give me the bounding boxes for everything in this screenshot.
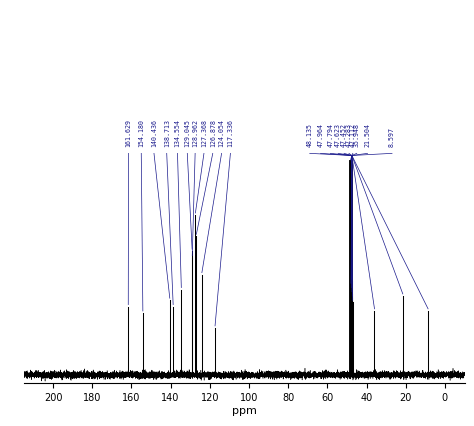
Text: 126.878: 126.878: [210, 119, 216, 147]
Text: 47.452: 47.452: [341, 123, 347, 147]
Text: 154.180: 154.180: [138, 119, 144, 147]
Text: 127.368: 127.368: [201, 119, 207, 147]
Text: 134.554: 134.554: [174, 119, 181, 147]
Text: 47.794: 47.794: [328, 123, 333, 147]
Text: 8.597: 8.597: [389, 127, 395, 147]
Text: 47.964: 47.964: [318, 123, 324, 147]
Text: 21.504: 21.504: [365, 123, 371, 147]
Text: 124.054: 124.054: [219, 119, 225, 147]
Text: 47.283: 47.283: [346, 123, 352, 147]
Text: 129.045: 129.045: [184, 119, 190, 147]
Text: 117.336: 117.336: [228, 119, 233, 147]
Text: 48.135: 48.135: [307, 123, 313, 147]
Text: 161.629: 161.629: [126, 119, 131, 147]
Text: 140.436: 140.436: [151, 119, 157, 147]
Text: 47.112: 47.112: [350, 123, 356, 147]
Text: 138.713: 138.713: [164, 119, 170, 147]
Text: 47.623: 47.623: [335, 123, 341, 147]
Text: 128.962: 128.962: [192, 119, 198, 147]
X-axis label: ppm: ppm: [232, 406, 256, 416]
Text: 35.948: 35.948: [354, 123, 360, 147]
